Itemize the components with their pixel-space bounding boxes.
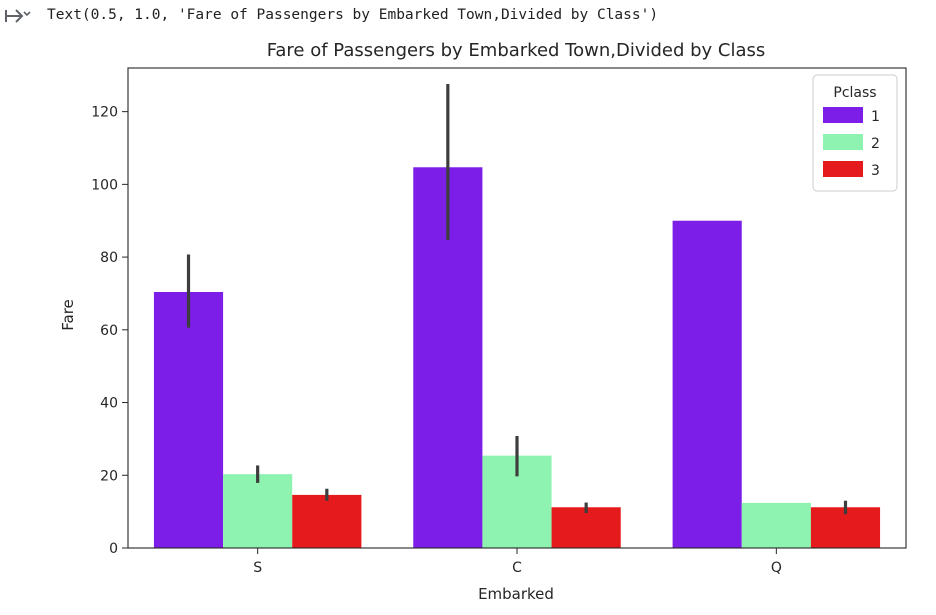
cell-output-row: Text(0.5, 1.0, 'Fare of Passengers by Em…	[0, 0, 936, 34]
bar-s-class-3	[292, 494, 362, 548]
plot-area: 0 20 40 60 80 100 120 S C Q Pclass 1 2 3	[91, 67, 907, 576]
legend-label-class-2: 2	[871, 136, 880, 152]
y-tick-label: 100	[91, 177, 118, 193]
bar-c-class-3	[551, 507, 621, 548]
y-tick-label: 80	[100, 250, 118, 266]
legend-title: Pclass	[833, 85, 876, 101]
bar-q-class-2	[741, 502, 811, 548]
y-tick-label: 120	[91, 105, 118, 121]
x-axis-label: Embarked	[478, 585, 554, 603]
legend-swatch-class-1	[823, 107, 863, 123]
chart-title: Fare of Passengers by Embarked Town,Divi…	[267, 40, 766, 61]
legend-swatch-class-2	[823, 134, 863, 150]
legend-swatch-class-3	[823, 161, 863, 177]
y-tick-label: 40	[100, 396, 118, 412]
x-tick-label: S	[253, 560, 262, 576]
y-tick-label: 20	[100, 468, 118, 484]
bar-s-class-2	[223, 474, 293, 548]
legend-label-class-3: 3	[871, 163, 880, 179]
legend-label-class-1: 1	[871, 109, 880, 125]
y-tick-label: 0	[109, 541, 118, 557]
bar-s-class-1	[153, 292, 224, 548]
bar-q-class-1	[672, 220, 742, 548]
cell-output-text: Text(0.5, 1.0, 'Fare of Passengers by Em…	[47, 7, 659, 23]
x-tick-label: Q	[771, 560, 782, 576]
output-expand-icon[interactable]	[3, 4, 31, 28]
y-tick-label: 60	[100, 323, 118, 339]
x-tick-label: C	[512, 560, 522, 576]
y-axis-label: Fare	[59, 299, 77, 331]
